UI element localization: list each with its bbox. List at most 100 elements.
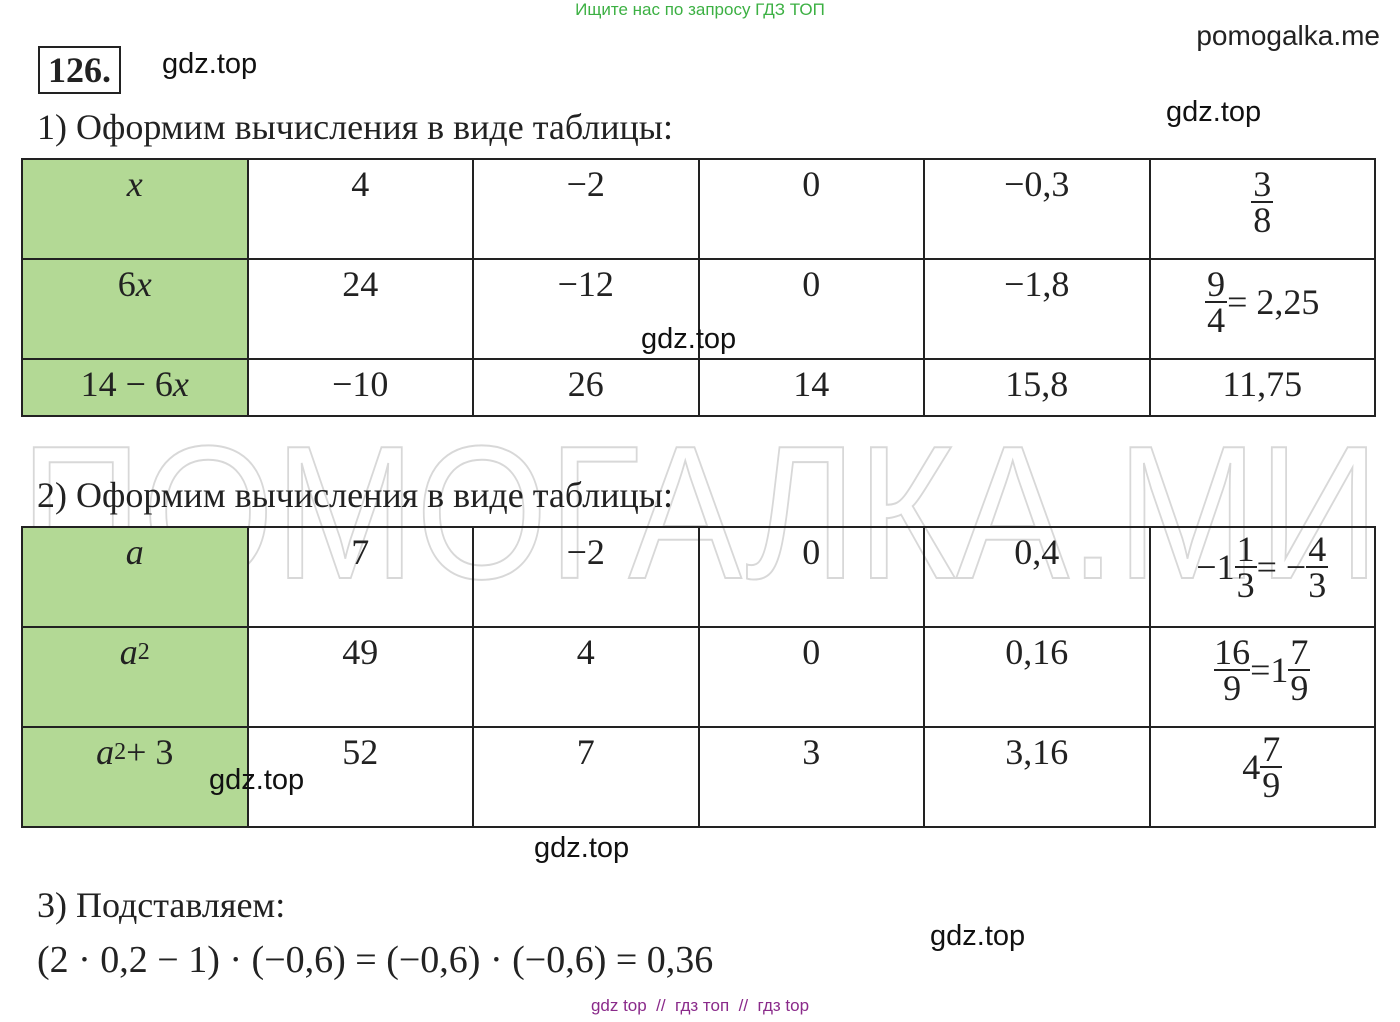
table: x 4 −2 0 −0,3 3 8 6 x 24 −12 0 −1,8 9 4 = 2,25 14 − 6 x −… — [21, 158, 1376, 417]
fraction: 16 9 — [1214, 632, 1251, 706]
cell-content: 0 — [802, 632, 820, 672]
text: 26 — [567, 364, 604, 404]
table-cell: −1 1 3 = −4 3 — [1148, 526, 1376, 628]
table-cell: 26 — [472, 358, 700, 417]
denominator: 9 — [1290, 668, 1309, 708]
table-cell: 7 — [472, 726, 700, 828]
cell-content: 7 — [351, 532, 369, 572]
cell-content: 24 — [342, 264, 378, 304]
table-cell: 0,16 — [923, 626, 1151, 728]
whole: 1 — [1270, 650, 1289, 690]
fraction-bar — [1234, 566, 1257, 568]
text: −2 — [566, 532, 605, 572]
denominator: 3 — [1236, 565, 1255, 605]
table-cell: −2 — [472, 526, 700, 628]
watermark: gdz.top — [1166, 96, 1262, 128]
cell-content: −10 — [332, 364, 388, 404]
fraction-bar — [1205, 301, 1228, 303]
watermark: gdz.top — [641, 323, 737, 355]
cell-content: 4 — [577, 632, 595, 672]
text: −0,3 — [1004, 164, 1070, 204]
denominator: 8 — [1253, 200, 1272, 240]
denominator: 4 — [1207, 300, 1226, 340]
table-cell: 0,4 — [923, 526, 1151, 628]
text: 11,75 — [1222, 364, 1303, 404]
denominator: 9 — [1262, 765, 1281, 805]
table-cell: −0,3 — [923, 158, 1151, 260]
text: −2 — [566, 164, 605, 204]
numerator: 3 — [1253, 164, 1272, 204]
exponent: 2 — [137, 639, 150, 665]
watermark: gdz.top — [534, 832, 630, 864]
numerator: 9 — [1207, 264, 1226, 304]
cell-content: 0 — [802, 532, 820, 572]
cell-content: −0,3 — [1004, 164, 1069, 204]
cell-content: 52 — [342, 732, 378, 772]
cell-content: 0,4 — [1014, 532, 1059, 572]
watermark: gdz.top — [209, 764, 305, 796]
fraction-bar — [1260, 766, 1283, 768]
cell-content: 15,8 — [1005, 364, 1068, 404]
cell-content: −1 1 3 = −4 3 — [1196, 529, 1329, 605]
table-cell: −2 — [472, 158, 700, 260]
table-row: 6 x 24 −12 0 −1,8 9 4 = 2,25 — [21, 258, 1376, 360]
variable: a — [96, 732, 115, 772]
numerator: 1 — [1236, 529, 1255, 569]
exponent: 2 — [114, 739, 127, 765]
cell-content: −2 — [567, 532, 605, 572]
heading: 3) Подставляем: — [37, 885, 286, 925]
cell-content: 0 — [802, 164, 820, 204]
cell-content: 26 — [568, 364, 604, 404]
table-cell: 0 — [697, 158, 925, 260]
footer: gdz top // гдз топ // гдз top — [590, 996, 810, 1015]
text: −10 — [332, 364, 389, 404]
table-cell: 49 — [246, 626, 474, 728]
text: 0 — [802, 164, 821, 204]
text: + 3 — [126, 732, 174, 772]
variable: a — [125, 532, 144, 572]
cell-content: 49 — [342, 632, 378, 672]
whole: 4 — [1242, 747, 1261, 787]
text: 15,8 — [1005, 364, 1069, 404]
table-cell: −1,8 — [923, 258, 1151, 360]
cell-content: −2 — [567, 164, 605, 204]
table-cell: −12 — [472, 258, 700, 360]
cell-content: 0 — [802, 264, 820, 304]
cell-content: 0,16 — [1005, 632, 1068, 672]
text: 0,16 — [1005, 632, 1069, 672]
cell-content: 4 — [351, 164, 369, 204]
heading: 1) Оформим вычисления в виде таблицы: — [37, 107, 673, 147]
numerator: 7 — [1262, 729, 1281, 769]
text: 4 — [351, 164, 370, 204]
watermark: gdz.top — [930, 920, 1026, 952]
fraction-bar — [1288, 669, 1311, 671]
top-banner: Ищите нас по запросу ГДЗ ТОП — [575, 0, 825, 19]
cell-content: a — [126, 532, 144, 572]
cell-content: 3,16 — [1005, 732, 1068, 772]
numerator: 16 — [1214, 632, 1251, 672]
numerator: 4 — [1308, 529, 1327, 569]
text: −1,8 — [1004, 264, 1070, 304]
variable: x — [126, 164, 143, 204]
table-cell: 52 — [246, 726, 474, 828]
text: 6 — [117, 264, 136, 304]
cell-content: −12 — [558, 264, 614, 304]
text: = — [1250, 650, 1271, 690]
